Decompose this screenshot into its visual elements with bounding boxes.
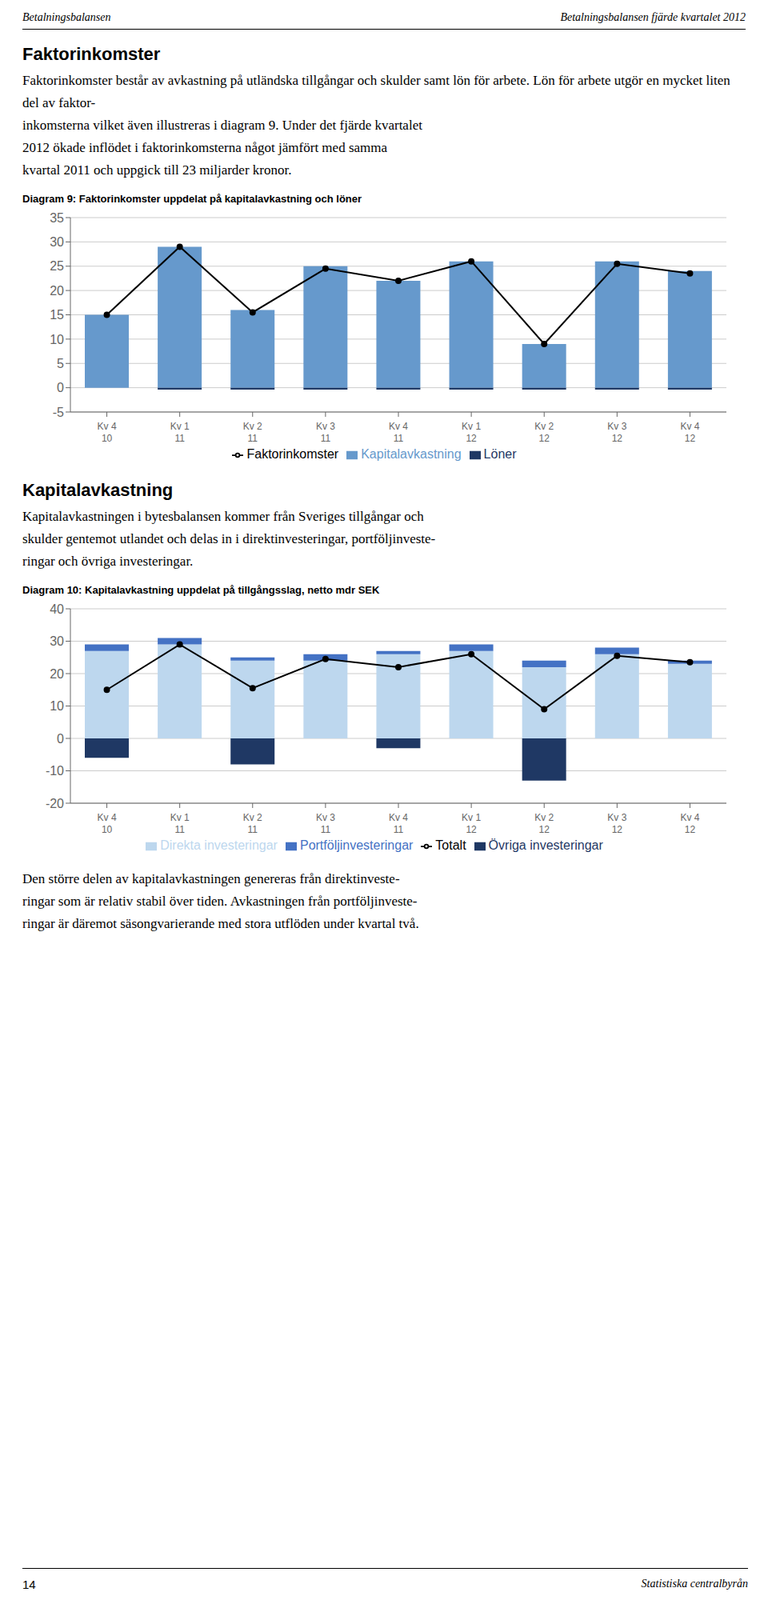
svg-text:-10: -10 (45, 764, 64, 778)
svg-text:Kv 412: Kv 412 (680, 420, 700, 444)
svg-text:Kv 410: Kv 410 (97, 420, 117, 444)
svg-text:35: 35 (49, 211, 64, 225)
svg-text:20: 20 (49, 667, 64, 681)
svg-text:25: 25 (49, 259, 64, 273)
svg-text:Kv 111: Kv 111 (170, 812, 190, 836)
svg-text:Kv 112: Kv 112 (461, 420, 481, 444)
svg-text:Kv 111: Kv 111 (170, 420, 190, 444)
html-text:Statistiska centralbyrån: Statistiska centralbyrån (641, 1577, 748, 1590)
html-text:Diagram 9: Faktorinkomster upp: Diagram 9: Faktorinkomster uppdelat på k… (22, 192, 362, 205)
html-text:Kapitalavkastning: Kapitalavkastning (22, 480, 174, 500)
html-text:Löner: Löner (483, 447, 517, 461)
svg-text:-5: -5 (52, 405, 64, 420)
html-text:Totalt: Totalt (435, 838, 467, 852)
html-text:ringar som är relativ stabil ö: ringar som är relativ stabil över tiden.… (22, 893, 418, 909)
svg-text:Kv 211: Kv 211 (243, 420, 263, 444)
svg-text:10: 10 (49, 332, 64, 347)
svg-text:10: 10 (49, 699, 64, 713)
svg-text:40: 40 (49, 602, 64, 616)
html-text:Betalningsbalansen: Betalningsbalansen (22, 11, 111, 24)
svg-text:Kv 311: Kv 311 (316, 812, 336, 836)
svg-text:5: 5 (56, 356, 64, 371)
html-text:inkomsterna vilket även illust: inkomsterna vilket även illustreras i di… (22, 117, 423, 133)
html-text:Kapitalavkastning: Kapitalavkastning (360, 447, 462, 461)
html-text:ringar är däremot säsongvarier: ringar är däremot säsongvarierande med s… (22, 916, 419, 932)
svg-text:Kv 112: Kv 112 (461, 812, 481, 836)
svg-text:-20: -20 (45, 796, 64, 811)
html-text:Den större delen av kapitalavk: Den större delen av kapitalavkastningen … (22, 871, 400, 887)
html-text:Direkta investeringar: Direkta investeringar (160, 838, 278, 852)
svg-text:Kv 212: Kv 212 (534, 420, 554, 444)
html-text:skulder gentemot utlandet och: skulder gentemot utlandet och delas in i… (22, 531, 436, 547)
svg-text:Kv 412: Kv 412 (680, 812, 700, 836)
svg-text:Kv 411: Kv 411 (388, 812, 408, 836)
html-text:Faktorinkomster: Faktorinkomster (246, 447, 339, 461)
svg-text:20: 20 (49, 284, 64, 298)
html-text:Faktorinkomster: Faktorinkomster (22, 44, 161, 64)
svg-text:Kv 312: Kv 312 (607, 812, 627, 836)
svg-text:Kv 211: Kv 211 (243, 812, 263, 836)
svg-text:0: 0 (56, 380, 64, 395)
svg-text:Kv 312: Kv 312 (607, 420, 627, 444)
svg-text:15: 15 (49, 308, 64, 322)
html-text:14: 14 (22, 1577, 36, 1591)
html-text:Faktorinkomster består av avka: Faktorinkomster består av avkastning på … (22, 72, 731, 111)
html-text:2012 ökade inflödet i faktorin: 2012 ökade inflödet i faktorinkomsterna … (22, 140, 388, 156)
html-text:Kapitalavkastningen i bytesbal: Kapitalavkastningen i bytesbalansen komm… (22, 508, 424, 524)
svg-text:Kv 411: Kv 411 (388, 420, 408, 444)
html-text:ringar och övriga investeringa: ringar och övriga investeringar. (22, 553, 194, 569)
html-text:Övriga investeringar: Övriga investeringar (488, 838, 604, 852)
svg-text:Kv 311: Kv 311 (316, 420, 336, 444)
html-text:Portföljinvesteringar: Portföljinvesteringar (300, 838, 414, 852)
html-text:Diagram 10: Kapitalavkastning: Diagram 10: Kapitalavkastning uppdelat p… (22, 584, 380, 596)
svg-text:Kv 410: Kv 410 (97, 812, 117, 836)
svg-text:30: 30 (49, 235, 64, 249)
html-text:kvartal 2011 och uppgick till: kvartal 2011 och uppgick till 23 miljard… (22, 162, 292, 178)
svg-text:Kv 212: Kv 212 (534, 812, 554, 836)
html-text:Betalningsbalansen fjärde kvar: Betalningsbalansen fjärde kvartalet 2012 (560, 11, 746, 24)
svg-text:30: 30 (49, 634, 64, 648)
svg-text:0: 0 (56, 732, 64, 746)
